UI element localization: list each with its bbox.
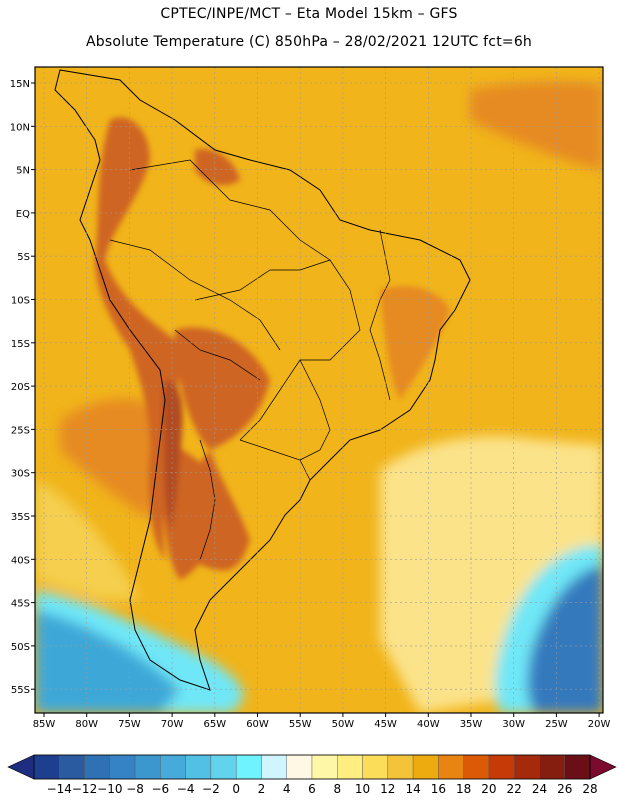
- lat-label: 40S: [11, 555, 30, 566]
- lat-label: 5N: [16, 166, 30, 177]
- scale-label: −4: [177, 782, 195, 796]
- map-frame-icon: [34, 66, 604, 714]
- scale-swatch: [488, 754, 515, 780]
- scale-label: 8: [333, 782, 341, 796]
- scale-swatch: [210, 754, 237, 780]
- scale-label: −12: [72, 782, 97, 796]
- temperature-field: [35, 67, 603, 713]
- scale-label: 6: [308, 782, 316, 796]
- scale-swatch: [539, 754, 565, 780]
- scale-swatch: [438, 754, 464, 780]
- very-cold-zone-southwest: [35, 610, 180, 713]
- scale-label: 20: [481, 782, 496, 796]
- scale-label: −8: [126, 782, 144, 796]
- lon-label: 70W: [161, 719, 184, 730]
- lon-label: 45W: [374, 719, 397, 730]
- lon-label: 50W: [332, 719, 355, 730]
- scale-label: 24: [532, 782, 547, 796]
- scale-label: 4: [283, 782, 291, 796]
- scale-swatch: [513, 754, 540, 780]
- lon-label: 85W: [33, 719, 56, 730]
- latitude-axis: 15N 10N 5N EQ 5S 10S 15S 20S 25S 30S 35S 40S 45S 50S 5…: [10, 79, 35, 696]
- scale-label: 16: [431, 782, 446, 796]
- lat-label: 15S: [11, 339, 30, 350]
- scale-label: 28: [582, 782, 597, 796]
- lat-label: 35S: [11, 512, 30, 523]
- scale-swatch: [33, 754, 60, 780]
- scale-swatch: [337, 754, 363, 780]
- scale-swatch: [311, 754, 338, 780]
- lon-label: 65W: [203, 719, 226, 730]
- scale-border: [33, 754, 591, 780]
- map-title-line1: CPTEC/INPE/MCT – Eta Model 15km – GFS: [160, 6, 458, 22]
- scale-label: −10: [97, 782, 122, 796]
- scale-swatch: [286, 754, 313, 780]
- scale-label: −6: [152, 782, 170, 796]
- scale-swatch: [109, 754, 136, 780]
- very-hot-zone-andes: [163, 380, 183, 530]
- scale-swatch: [564, 754, 591, 780]
- scale-swatch: [387, 754, 414, 780]
- lon-label: 25W: [545, 719, 568, 730]
- scale-label: 18: [456, 782, 471, 796]
- scale-label: 14: [405, 782, 420, 796]
- lat-label: 45S: [11, 599, 30, 610]
- scale-label: 26: [557, 782, 572, 796]
- scale-swatch: [134, 754, 161, 780]
- longitude-axis: 85W 80W 75W 70W 65W 60W 55W 50W 45W 40W 35W 30W 25W 2…: [33, 713, 611, 730]
- scale-low-arrow: [7, 754, 35, 780]
- lat-label: EQ: [16, 209, 30, 220]
- lat-label: 25S: [11, 425, 30, 436]
- map-title-line2: Absolute Temperature (C) 850hPa – 28/02/…: [86, 34, 532, 50]
- scale-swatch: [160, 754, 186, 780]
- scale-label: 22: [507, 782, 522, 796]
- scale-swatch: [185, 754, 212, 780]
- scale-label: 10: [355, 782, 370, 796]
- lon-label: 35W: [460, 719, 483, 730]
- very-cold-zone-southeast: [527, 565, 603, 713]
- scale-label: 12: [380, 782, 395, 796]
- lon-label: 20W: [588, 719, 611, 730]
- country-borders: [109, 159, 391, 561]
- lon-label: 60W: [246, 719, 269, 730]
- scale-swatch: [84, 754, 111, 780]
- color-scale-bar: [7, 754, 617, 780]
- lat-label: 10S: [11, 296, 30, 307]
- lon-label: 80W: [75, 719, 98, 730]
- scale-label: −2: [202, 782, 220, 796]
- lat-label: 30S: [11, 469, 30, 480]
- scale-label: 0: [232, 782, 240, 796]
- scale-label: −14: [47, 782, 72, 796]
- lon-label: 55W: [289, 719, 312, 730]
- lat-label: 10N: [10, 122, 30, 133]
- color-scale-labels: −14 −12 −10 −8 −6 −4 −2 0 2 4 6 8 10 12 14 16 18 20 22 24 26…: [47, 782, 598, 796]
- coastline-icon: [54, 69, 471, 691]
- scale-swatch: [362, 754, 389, 780]
- scale-swatch: [463, 754, 490, 780]
- lon-label: 40W: [417, 719, 440, 730]
- lon-label: 30W: [502, 719, 525, 730]
- lat-label: 15N: [10, 79, 30, 90]
- lat-label: 55S: [11, 685, 30, 696]
- scale-high-arrow: [589, 754, 617, 780]
- lon-label: 75W: [118, 719, 141, 730]
- warm-zone-northeast: [470, 81, 603, 170]
- lat-label: 20S: [11, 382, 30, 393]
- scale-swatch: [412, 754, 439, 780]
- scale-swatch: [235, 754, 262, 780]
- scale-label: 2: [258, 782, 266, 796]
- lat-label: 5S: [17, 252, 30, 263]
- cool-zone-southwest: [35, 480, 140, 600]
- scale-swatch: [59, 754, 85, 780]
- lat-label: 50S: [11, 642, 30, 653]
- scale-swatch: [261, 754, 287, 780]
- cool-zone-east: [380, 436, 603, 713]
